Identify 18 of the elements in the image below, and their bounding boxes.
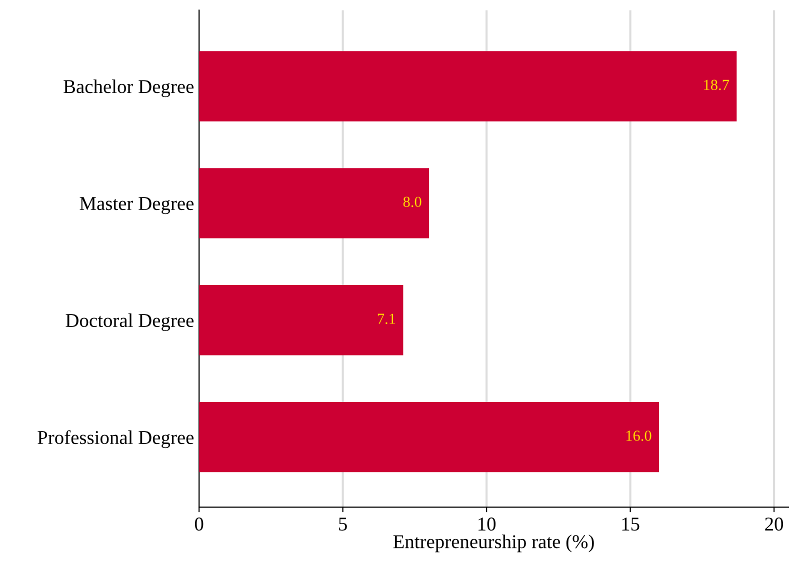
x-tick-label: 20 [765,518,784,531]
y-tick-label: Bachelor Degree [64,79,194,98]
bar [199,402,660,472]
data-label: 18.7 [704,80,730,90]
x-tick-label: 5 [339,518,347,531]
data-label: 16.0 [626,430,652,441]
bar [199,285,404,356]
x-tick-label: 15 [622,518,640,531]
y-tick-label: Doctoral Degree [66,313,194,332]
x-axis-title: Entrepreneurship rate (%) [393,534,594,552]
data-label: 7.1 [378,314,396,324]
x-tick-label: 10 [478,518,496,531]
data-label: 8.0 [403,196,422,208]
y-tick-label: Professional Degree [38,430,194,448]
x-tick-label: 0 [194,518,204,531]
bar [199,168,430,238]
y-tick-label: Master Degree [80,197,194,214]
bar [199,51,737,122]
